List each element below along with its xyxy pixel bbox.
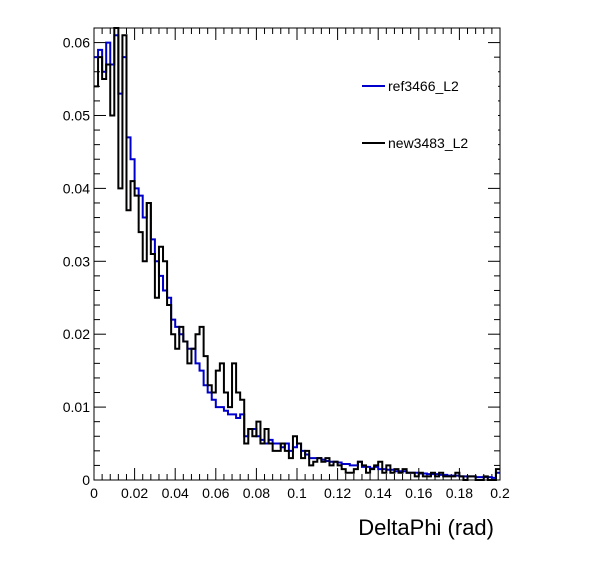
x-tick-label: 0.08 bbox=[243, 485, 270, 501]
x-tick-label: 0.12 bbox=[324, 485, 351, 501]
x-tick-label: 0.02 bbox=[121, 485, 148, 501]
x-tick-label: 0.2 bbox=[490, 485, 510, 501]
x-tick-label: 0.14 bbox=[365, 485, 392, 501]
x-tick-label: 0.18 bbox=[446, 485, 473, 501]
y-tick-label: 0.05 bbox=[63, 107, 90, 123]
legend-label-new: new3483_L2 bbox=[388, 135, 468, 151]
y-tick-label: 0.01 bbox=[63, 399, 90, 415]
x-axis-title: DeltaPhi (rad) bbox=[358, 515, 494, 540]
x-tick-label: 0.1 bbox=[287, 485, 307, 501]
series-layer bbox=[94, 27, 500, 481]
x-tick-label: 0 bbox=[90, 485, 98, 501]
series-line-new bbox=[94, 27, 500, 481]
y-tick-label: 0 bbox=[82, 472, 90, 488]
series-line-ref bbox=[94, 34, 500, 479]
x-tick-label: 0.16 bbox=[405, 485, 432, 501]
plot-frame bbox=[93, 27, 501, 481]
x-tick-label: 0.06 bbox=[202, 485, 229, 501]
legend: ref3466_L2 new3483_L2 bbox=[358, 62, 498, 172]
legend-box bbox=[358, 62, 498, 172]
y-tick-label: 0.04 bbox=[63, 180, 90, 196]
y-tick-label: 0.02 bbox=[63, 326, 90, 342]
x-tick-label: 0.04 bbox=[162, 485, 189, 501]
y-tick-label: 0.03 bbox=[63, 253, 90, 269]
y-tick-label: 0.06 bbox=[63, 35, 90, 51]
legend-label-ref: ref3466_L2 bbox=[388, 78, 459, 94]
